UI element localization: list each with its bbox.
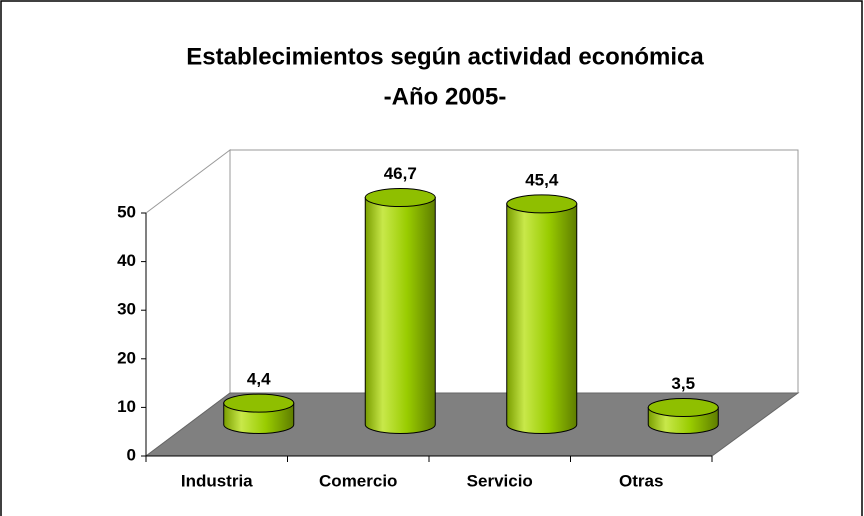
bar [364,197,436,434]
bar-top [223,393,295,413]
x-tick-label: Industria [181,471,253,490]
data-label: 4,4 [247,370,271,389]
chart-title: Establecimientos según actividad económi… [186,43,704,70]
x-tick-label: Otras [619,471,663,490]
chart-subtitle: -Año 2005- [384,83,507,110]
bar-top [364,188,436,208]
data-label: 46,7 [384,164,417,183]
y-tick-label: 30 [117,300,136,319]
bar-top [647,397,719,417]
y-tick-label: 20 [117,348,136,367]
data-label: 45,4 [525,170,559,189]
x-tick-label: Servicio [467,471,533,490]
x-tick-label: Comercio [319,471,397,490]
y-tick-label: 10 [117,397,136,416]
y-tick-label: 0 [127,445,136,464]
bar-top [506,194,578,214]
bar [506,203,578,434]
data-label: 3,5 [671,374,695,393]
y-tick-label: 40 [117,251,136,270]
y-tick-label: 50 [117,202,136,221]
